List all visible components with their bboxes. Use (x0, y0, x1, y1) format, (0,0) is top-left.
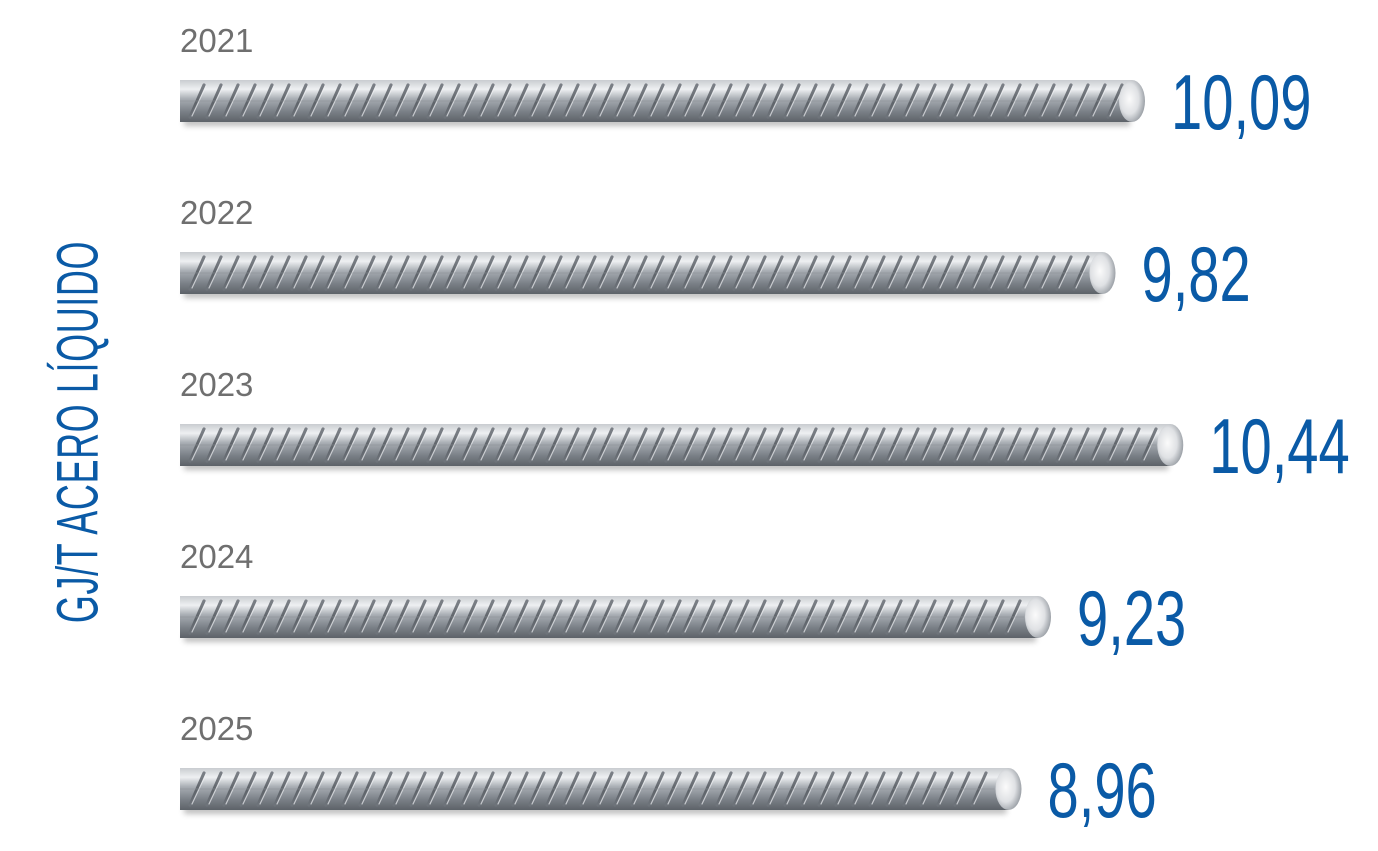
bar-group-2022: 2022 9,82 (180, 194, 1251, 318)
value-label: 10,44 (1209, 403, 1350, 490)
rebar-end-cap (1025, 596, 1052, 638)
rebar-ribs (180, 771, 995, 807)
rebar-ribs (180, 427, 1159, 463)
rebar-ribs (180, 599, 1025, 635)
rebar-ribs (180, 83, 1125, 119)
rebar-end-cap (1089, 252, 1116, 294)
value-label: 9,82 (1141, 231, 1250, 318)
year-label: 2025 (180, 710, 253, 747)
bar-group-2024: 2024 9,23 (180, 538, 1186, 662)
rebar-end-cap (1119, 80, 1146, 122)
year-label: 2023 (180, 366, 253, 403)
rebar-ribs (180, 255, 1091, 291)
bar-group-2025: 2025 8,96 (180, 710, 1157, 834)
rebar-end-cap (995, 768, 1022, 810)
year-label: 2022 (180, 194, 253, 231)
bar-group-2021: 2021 10,09 (180, 22, 1312, 146)
bar-group-2023: 2023 10,44 (180, 366, 1350, 490)
rebar-end-cap (1157, 424, 1184, 466)
year-label: 2024 (180, 538, 253, 575)
value-label: 8,96 (1047, 747, 1156, 834)
value-label: 9,23 (1077, 575, 1186, 662)
value-label: 10,09 (1171, 59, 1312, 146)
year-label: 2021 (180, 22, 253, 59)
